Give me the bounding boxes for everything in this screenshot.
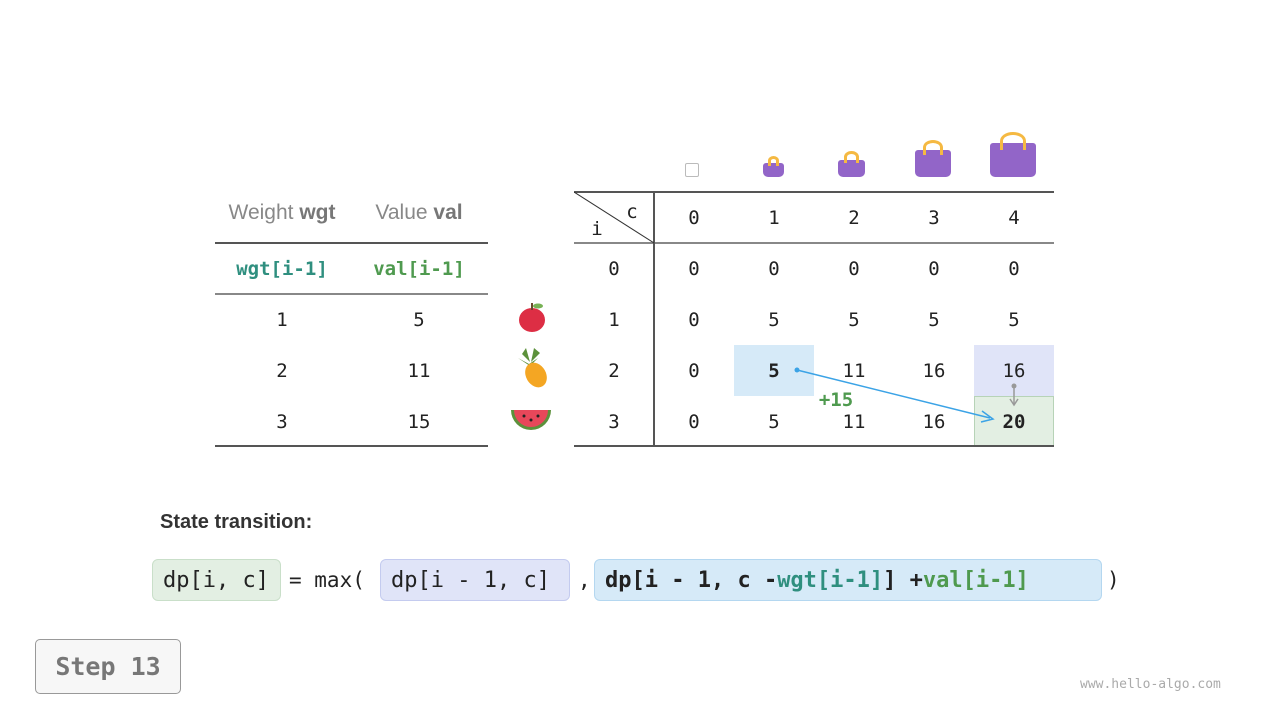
dp-cell: 5 bbox=[928, 309, 940, 331]
add-arrow bbox=[796, 369, 991, 419]
dp-cell: 5 bbox=[1008, 309, 1020, 331]
dp-cell: 5 bbox=[768, 411, 780, 433]
watermark: www.hello-algo.com bbox=[1080, 677, 1221, 692]
dp-cell: 5 bbox=[768, 360, 780, 382]
wgt-cell: 1 bbox=[276, 309, 288, 331]
corner-row-label: i bbox=[591, 218, 603, 240]
formula-arg-skip: dp[i - 1, c] bbox=[380, 559, 570, 601]
bag-icon bbox=[838, 151, 865, 177]
apple-icon bbox=[519, 303, 545, 332]
dp-cell: 0 bbox=[688, 309, 700, 331]
step-button[interactable]: Step 13 bbox=[35, 639, 181, 694]
formula-title: State transition: bbox=[160, 511, 313, 533]
wgt-subheader: wgt[i-1] bbox=[236, 258, 328, 280]
col-header: 0 bbox=[688, 207, 700, 229]
val-cell: 5 bbox=[413, 309, 425, 331]
watermelon-icon bbox=[511, 410, 551, 430]
dp-cell: 5 bbox=[848, 309, 860, 331]
row-header: 1 bbox=[608, 309, 620, 331]
dp-cell: 16 bbox=[922, 360, 946, 382]
dp-cell: 0 bbox=[688, 411, 700, 433]
weight-header: Weight wgt bbox=[228, 201, 336, 224]
bag-icon bbox=[763, 156, 784, 177]
formula-lhs: dp[i, c] bbox=[152, 559, 281, 601]
dp-cell: 0 bbox=[688, 258, 700, 280]
col-header: 1 bbox=[768, 207, 780, 229]
formula-max: = max( bbox=[289, 568, 365, 592]
bag-icon bbox=[990, 132, 1036, 177]
dp-cell: 20 bbox=[1002, 411, 1026, 433]
formula-arg-add: dp[i - 1, c - wgt[i-1]] + val[i-1] bbox=[594, 559, 1102, 601]
annotation-add-value: +15 bbox=[818, 389, 854, 411]
bag-icon bbox=[915, 140, 951, 177]
dp-cell: 0 bbox=[768, 258, 780, 280]
value-header: Value val bbox=[375, 201, 463, 224]
dp-cell: 11 bbox=[842, 360, 866, 382]
wgt-cell: 2 bbox=[276, 360, 288, 382]
val-cell: 15 bbox=[407, 411, 431, 433]
dp-cell: 0 bbox=[928, 258, 940, 280]
dp-cell: 16 bbox=[922, 411, 946, 433]
val-subheader: val[i-1] bbox=[373, 258, 465, 280]
dp-cell: 5 bbox=[768, 309, 780, 331]
corner-col-label: c bbox=[626, 201, 638, 223]
val-cell: 11 bbox=[407, 360, 431, 382]
dp-cell: 0 bbox=[688, 360, 700, 382]
col-header: 3 bbox=[928, 207, 940, 229]
dp-cell: 0 bbox=[1008, 258, 1020, 280]
empty-bag-icon bbox=[685, 163, 699, 177]
row-header: 0 bbox=[608, 258, 620, 280]
row-header: 2 bbox=[608, 360, 620, 382]
dp-cell: 11 bbox=[842, 411, 866, 433]
formula-comma: , bbox=[578, 568, 591, 592]
col-header: 4 bbox=[1008, 207, 1020, 229]
row-header: 3 bbox=[608, 411, 620, 433]
dp-cell: 0 bbox=[848, 258, 860, 280]
wgt-cell: 3 bbox=[276, 411, 288, 433]
dp-cell: 16 bbox=[1002, 360, 1026, 382]
col-header: 2 bbox=[848, 207, 860, 229]
pineapple-icon bbox=[518, 348, 547, 388]
formula-close: ) bbox=[1107, 568, 1120, 592]
